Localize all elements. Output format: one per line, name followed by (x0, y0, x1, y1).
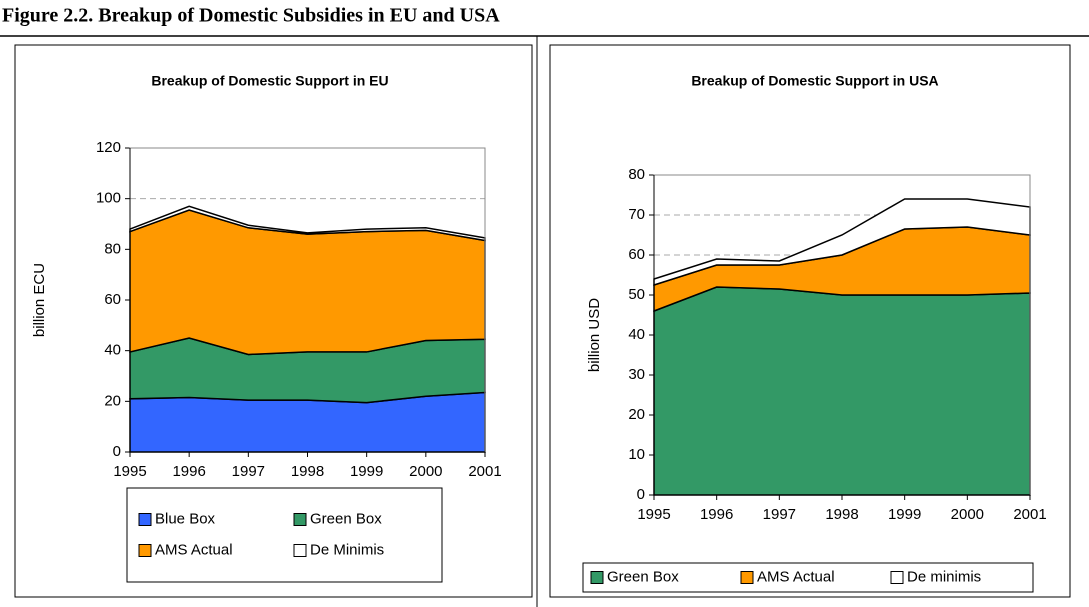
panel-frame (549, 44, 1071, 598)
y-tick-label: 40 (628, 326, 645, 343)
x-tick-label: 2001 (468, 463, 501, 480)
figure-title: Figure 2.2. Breakup of Domestic Subsidie… (2, 5, 500, 27)
x-tick-label: 1995 (637, 506, 670, 523)
y-tick-label: 60 (628, 246, 645, 263)
y-tick-label: 50 (628, 286, 645, 303)
x-tick-label: 1996 (172, 463, 205, 480)
y-axis-label: billion ECU (31, 263, 48, 337)
y-tick-label: 80 (104, 240, 121, 257)
legend-label: AMS Actual (155, 541, 233, 558)
legend-label: Green Box (607, 568, 679, 585)
y-tick-label: 30 (628, 366, 645, 383)
x-tick-label: 2000 (951, 506, 984, 523)
x-tick-label: 1995 (113, 463, 146, 480)
x-tick-label: 2001 (1013, 506, 1046, 523)
y-axis-label: billion USD (586, 298, 603, 372)
x-tick-label: 1999 (888, 506, 921, 523)
legend-label: AMS Actual (757, 568, 835, 585)
legend-swatch (740, 571, 754, 584)
legend-label: De minimis (907, 568, 981, 585)
x-tick-label: 1998 (291, 463, 324, 480)
legend-frame (582, 562, 1034, 593)
area (129, 391, 486, 453)
y-tick-label: 60 (104, 291, 121, 308)
y-tick-label: 100 (96, 190, 121, 207)
legend-swatch (293, 513, 307, 526)
y-tick-label: 80 (628, 166, 645, 183)
legend-label: Green Box (310, 510, 382, 527)
legend-swatch (138, 513, 152, 526)
y-tick-label: 120 (96, 139, 121, 156)
panel-frame (14, 44, 533, 598)
x-tick-label: 1999 (350, 463, 383, 480)
y-tick-label: 20 (104, 392, 121, 409)
x-tick-label: 1996 (700, 506, 733, 523)
chart-title: Breakup of Domestic Support in EU (151, 73, 388, 89)
legend-swatch (293, 544, 307, 557)
x-tick-label: 2000 (409, 463, 442, 480)
chart-title: Breakup of Domestic Support in USA (691, 73, 938, 89)
legend-frame (126, 487, 443, 583)
y-tick-label: 10 (628, 446, 645, 463)
x-tick-label: 1997 (232, 463, 265, 480)
x-tick-label: 1997 (763, 506, 796, 523)
y-tick-label: 0 (637, 486, 645, 503)
legend-label: Blue Box (155, 510, 216, 527)
y-tick-label: 70 (628, 206, 645, 223)
y-tick-label: 40 (104, 342, 121, 359)
legend-swatch (890, 571, 904, 584)
legend-swatch (590, 571, 604, 584)
y-tick-label: 20 (628, 406, 645, 423)
x-tick-label: 1998 (825, 506, 858, 523)
legend-label: De Minimis (310, 541, 384, 558)
legend-swatch (138, 544, 152, 557)
area (653, 286, 1031, 496)
y-tick-label: 0 (113, 443, 121, 460)
